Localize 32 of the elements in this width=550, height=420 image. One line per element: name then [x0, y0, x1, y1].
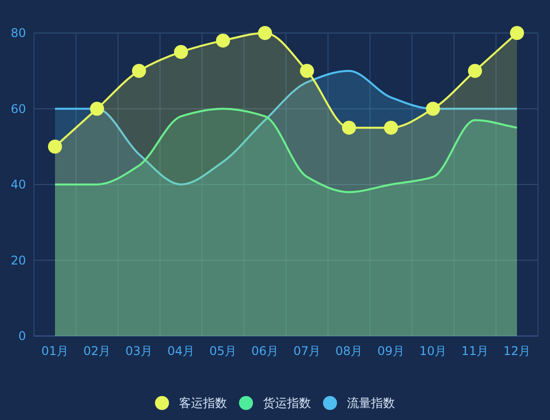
point	[90, 102, 104, 116]
legend-label: 客运指数	[179, 396, 227, 410]
x-tick-label: 12月	[503, 344, 531, 358]
point	[216, 34, 230, 48]
x-tick-label: 09月	[377, 344, 405, 358]
x-tick-label: 07月	[293, 344, 321, 358]
x-tick-label: 01月	[41, 344, 69, 358]
x-tick-label: 06月	[251, 344, 279, 358]
x-tick-label: 08月	[335, 344, 363, 358]
y-tick-label: 0	[18, 329, 26, 343]
point	[174, 44, 188, 59]
y-tick-label: 20	[10, 253, 26, 268]
point	[342, 120, 356, 135]
x-tick-label: 11月	[461, 344, 489, 358]
legend-label: 货运指数	[263, 396, 311, 410]
point	[300, 64, 314, 78]
point	[468, 64, 482, 78]
y-tick-label: 80	[10, 26, 26, 40]
legend-label: 流量指数	[347, 396, 395, 410]
x-tick-label: 10月	[419, 344, 447, 358]
y-tick-label: 40	[10, 178, 26, 192]
point	[510, 26, 524, 40]
x-tick-label: 04月	[167, 344, 195, 358]
x-tick-label: 05月	[209, 344, 237, 358]
point	[258, 26, 272, 40]
y-tick-label: 60	[10, 102, 26, 116]
point	[384, 120, 398, 135]
x-tick-label: 02月	[83, 344, 111, 358]
point	[132, 64, 146, 78]
point	[426, 102, 440, 116]
x-tick-label: 03月	[125, 344, 153, 358]
point	[48, 140, 62, 154]
